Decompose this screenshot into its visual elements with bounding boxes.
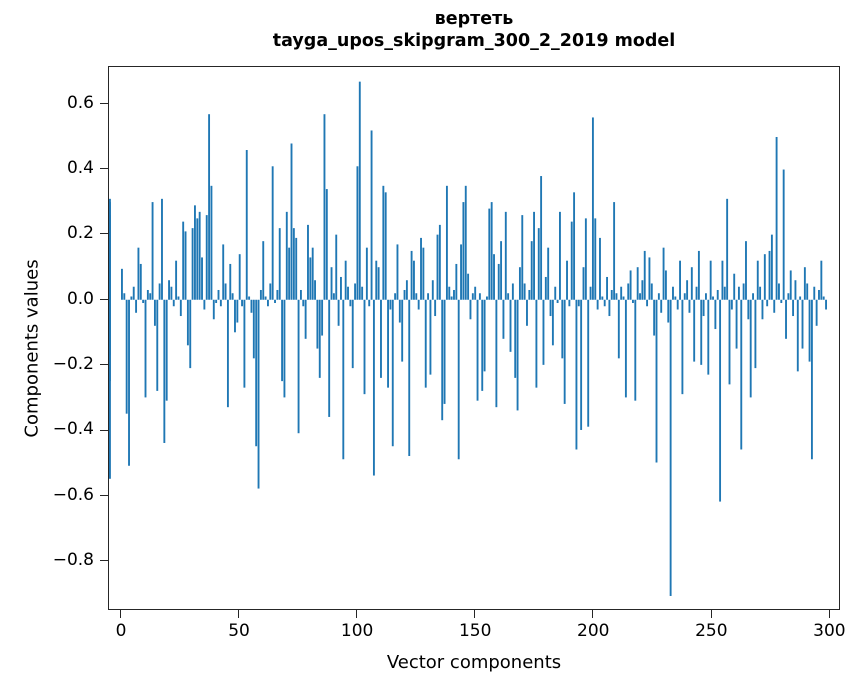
y-tick-mark [100, 429, 108, 431]
chart-title-line-2: tayga_upos_skipgram_300_2_2019 model [272, 31, 676, 51]
x-tick-label: 100 [340, 621, 374, 641]
y-tick-mark [100, 364, 108, 366]
y-tick-label: −0.8 [52, 549, 94, 570]
x-tick-mark [828, 610, 830, 618]
y-tick-mark [100, 102, 108, 104]
x-axis-label: Vector components [386, 652, 562, 673]
y-tick-label: 0.2 [66, 223, 94, 244]
x-tick-label: 250 [695, 621, 728, 641]
y-tick-label: 0.0 [66, 288, 94, 309]
x-tick-mark [238, 610, 240, 618]
y-axis-label: Components values [21, 259, 43, 438]
y-tick-label: −0.4 [52, 419, 94, 440]
x-tick-mark [710, 610, 712, 618]
y-tick-label: 0.6 [66, 92, 94, 113]
y-tick-mark [100, 298, 108, 300]
x-tick-label: 300 [813, 621, 846, 641]
plot-axes [108, 66, 840, 610]
y-tick-mark [100, 168, 108, 170]
y-tick-mark [100, 560, 108, 562]
x-tick-mark [356, 610, 358, 618]
chart-title: вертеть tayga_upos_skipgram_300_2_2019 m… [108, 8, 840, 52]
y-tick-label: 0.4 [66, 157, 94, 178]
y-tick-mark [100, 494, 108, 496]
plot-area [109, 67, 839, 609]
x-tick-mark [120, 610, 122, 618]
x-tick-label: 150 [458, 621, 492, 641]
y-tick-label: −0.6 [52, 484, 94, 505]
x-tick-label: 0 [115, 621, 127, 641]
x-tick-label: 200 [577, 621, 610, 641]
y-tick-mark [100, 233, 108, 235]
chart-title-line-1: вертеть [434, 9, 514, 29]
x-tick-mark [474, 610, 476, 618]
y-tick-label: −0.2 [52, 353, 94, 374]
bar-series [109, 81, 827, 596]
x-tick-label: 50 [228, 621, 250, 641]
x-tick-mark [592, 610, 594, 618]
